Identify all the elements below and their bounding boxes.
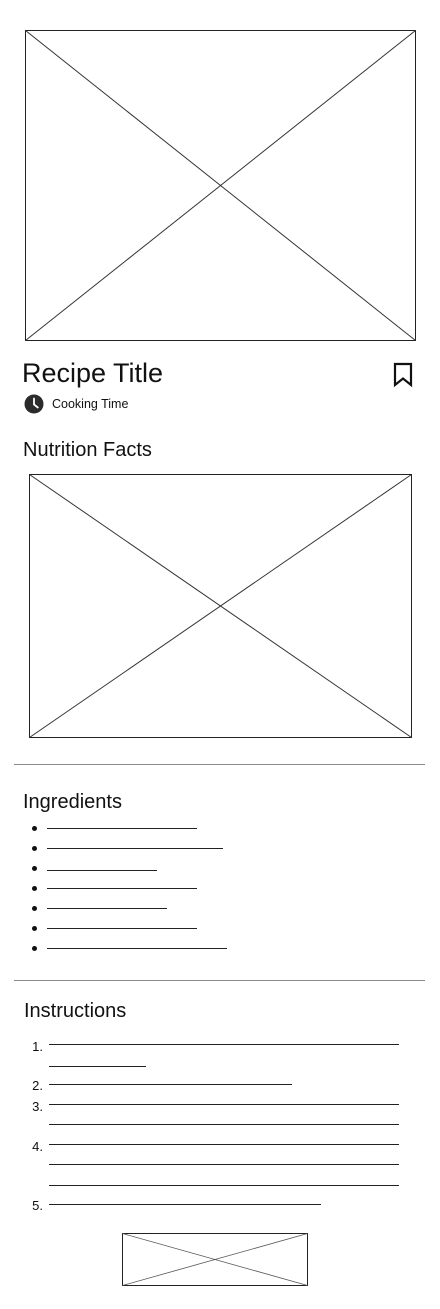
bullet <box>32 946 37 951</box>
instruction-placeholder-line <box>49 1044 399 1046</box>
step-number: 4. <box>32 1139 43 1154</box>
bookmark-icon[interactable] <box>391 362 415 388</box>
ingredient-placeholder-line <box>47 870 157 872</box>
instruction-placeholder-line <box>49 1144 399 1146</box>
divider <box>14 980 425 981</box>
clock-icon <box>24 394 44 414</box>
ingredient-placeholder-line <box>47 928 197 930</box>
instructions-heading: Instructions <box>24 1000 127 1022</box>
bullet <box>32 846 37 851</box>
ingredient-placeholder-line <box>47 848 223 850</box>
bullet <box>32 886 37 891</box>
ingredient-placeholder-line <box>47 888 197 890</box>
nutrition-image-placeholder <box>29 474 412 738</box>
bullet <box>32 926 37 931</box>
recipe-title: Recipe Title <box>22 358 164 388</box>
divider <box>14 764 425 765</box>
nutrition-heading: Nutrition Facts <box>23 439 152 461</box>
instruction-placeholder-line <box>49 1204 321 1206</box>
instruction-placeholder-line <box>49 1066 146 1068</box>
instruction-placeholder-line <box>49 1104 399 1106</box>
step-number: 5. <box>32 1198 43 1213</box>
instruction-placeholder-line <box>49 1084 292 1086</box>
instruction-placeholder-line <box>49 1185 399 1187</box>
instruction-placeholder-line <box>49 1124 399 1126</box>
cooking-time-label: Cooking Time <box>52 397 129 411</box>
step-number: 2. <box>32 1078 43 1093</box>
bullet <box>32 866 37 871</box>
ingredient-placeholder-line <box>47 828 197 830</box>
bullet <box>32 906 37 911</box>
bullet <box>32 826 37 831</box>
step-number: 1. <box>32 1039 43 1054</box>
instruction-placeholder-line <box>49 1164 399 1166</box>
ingredients-heading: Ingredients <box>23 791 122 813</box>
step-number: 3. <box>32 1099 43 1114</box>
ingredient-placeholder-line <box>47 908 167 910</box>
footer-image-placeholder <box>122 1233 308 1286</box>
hero-image-placeholder <box>25 30 416 341</box>
ingredient-placeholder-line <box>47 948 227 950</box>
